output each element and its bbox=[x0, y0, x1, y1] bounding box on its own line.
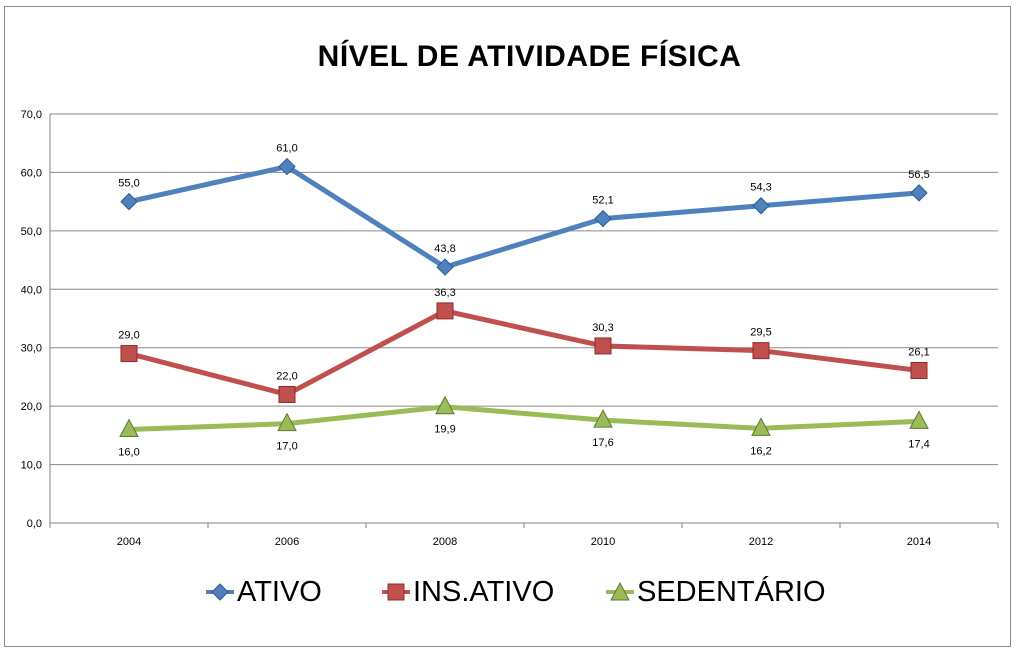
chart-legend: ATIVO INS.ATIVO SEDENTÁRIO bbox=[0, 570, 1021, 614]
data-label: 16,2 bbox=[750, 445, 771, 457]
data-label: 16,0 bbox=[118, 447, 139, 459]
x-tick-label: 2004 bbox=[117, 536, 141, 548]
marker-sedentario bbox=[593, 409, 613, 428]
data-label: 61,0 bbox=[276, 143, 297, 155]
marker-sedentario bbox=[119, 418, 139, 438]
data-label: 43,8 bbox=[434, 243, 455, 255]
data-label: 22,0 bbox=[276, 370, 297, 382]
marker-ativo bbox=[594, 209, 612, 228]
y-tick-label: 60,0 bbox=[21, 167, 42, 179]
legend-swatch-inativo bbox=[382, 583, 410, 601]
marker-ativo bbox=[120, 192, 138, 211]
y-tick-label: 50,0 bbox=[21, 226, 42, 238]
y-tick-label: 0,0 bbox=[27, 518, 42, 530]
marker-ativo bbox=[436, 258, 454, 276]
y-tick-label: 40,0 bbox=[21, 284, 42, 296]
marker-inativo bbox=[594, 337, 612, 355]
marker-sedentario bbox=[751, 417, 771, 436]
data-label: 30,3 bbox=[592, 322, 613, 334]
marker-ativo bbox=[278, 157, 296, 176]
data-label: 29,5 bbox=[750, 327, 771, 339]
y-tick-label: 70,0 bbox=[21, 109, 42, 121]
data-label: 29,0 bbox=[118, 330, 139, 342]
x-tick-label: 2010 bbox=[591, 536, 615, 548]
series-line-2 bbox=[126, 404, 922, 433]
legend-swatch-ativo bbox=[206, 583, 234, 601]
marker-ativo bbox=[910, 184, 928, 202]
legend-label-sedentario: SEDENTÁRIO bbox=[637, 575, 826, 608]
data-label: 52,1 bbox=[592, 195, 613, 207]
series-line-1 bbox=[126, 308, 922, 397]
data-label: 17,4 bbox=[908, 438, 929, 450]
marker-sedentario bbox=[435, 395, 455, 415]
data-label: 54,3 bbox=[750, 182, 771, 194]
x-tick-label: 2006 bbox=[275, 536, 299, 548]
marker-inativo bbox=[436, 302, 454, 320]
data-label: 17,0 bbox=[276, 441, 297, 453]
data-label: 17,6 bbox=[592, 437, 613, 449]
marker-inativo bbox=[910, 362, 928, 380]
series-line-0 bbox=[126, 164, 922, 270]
data-label: 19,9 bbox=[434, 424, 455, 436]
marker-sedentario bbox=[277, 412, 297, 432]
marker-ativo bbox=[752, 197, 770, 215]
x-tick-label: 2008 bbox=[433, 536, 457, 548]
x-tick-label: 2012 bbox=[749, 536, 773, 548]
data-label: 36,3 bbox=[434, 287, 455, 299]
data-label: 55,0 bbox=[118, 178, 139, 190]
data-label: 56,5 bbox=[908, 169, 929, 181]
marker-sedentario bbox=[909, 410, 929, 429]
marker-inativo bbox=[278, 385, 296, 403]
legend-swatch-sedentario bbox=[606, 581, 634, 601]
data-label: 26,1 bbox=[908, 347, 929, 359]
marker-inativo bbox=[120, 345, 138, 363]
line-chart: 0,0 10,0 20,0 30,0 40,0 50,0 60,0 70,0 2004 2006 2… bbox=[21, 109, 999, 548]
legend-item-ativo: ATIVO bbox=[204, 570, 322, 614]
legend-item-sedentario: SEDENTÁRIO bbox=[604, 570, 826, 614]
marker-inativo bbox=[752, 342, 770, 360]
x-tick-label: 2014 bbox=[907, 536, 931, 548]
y-tick-label: 30,0 bbox=[21, 343, 42, 355]
legend-label-ativo: ATIVO bbox=[237, 575, 322, 608]
y-tick-label: 20,0 bbox=[21, 401, 42, 413]
legend-item-inativo: INS.ATIVO bbox=[380, 570, 554, 614]
y-tick-label: 10,0 bbox=[21, 460, 42, 472]
legend-label-inativo: INS.ATIVO bbox=[413, 575, 555, 608]
chart-title: NÍVEL DE ATIVIDADE FÍSICA bbox=[317, 40, 742, 73]
